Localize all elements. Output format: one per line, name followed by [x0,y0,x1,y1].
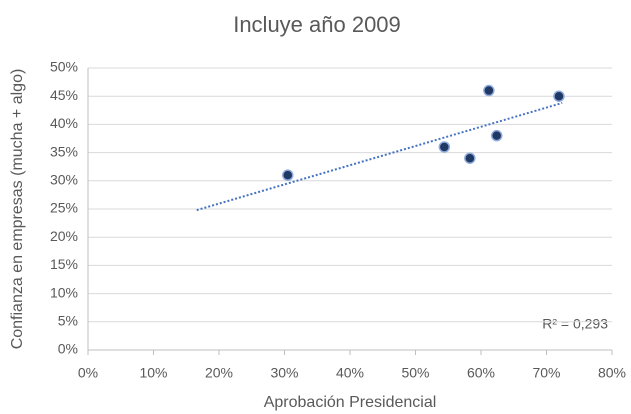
x-tick-label: 50% [401,365,429,381]
scatter-point [438,141,451,153]
y-tick-label: 35% [50,143,78,159]
x-tick-label: 30% [270,365,298,381]
scatter-point [490,129,503,142]
x-tick-label: 60% [467,365,495,381]
x-tick-label: 20% [205,365,233,381]
scatter-point [464,152,476,164]
y-tick-label: 10% [50,284,78,300]
x-tick-label: 10% [139,365,167,381]
x-tick-label: 80% [598,365,626,381]
x-axis-label: Aprobación Presidencial [264,394,437,411]
annotation: R² = 0,293 [542,316,608,332]
y-tick-label: 15% [50,256,78,272]
scatter-point [553,90,565,102]
x-tick-label: 0% [78,365,98,381]
y-tick-label: 0% [58,341,78,357]
y-tick-label: 30% [50,172,78,188]
scatter-point [282,169,294,181]
y-tick-label: 45% [50,87,78,103]
y-tick-label: 40% [50,115,78,131]
x-tick-label: 40% [336,365,364,381]
trendline [196,102,563,212]
x-tick-label: 70% [532,365,560,381]
scatter-point [483,84,495,97]
chart-title: Incluye año 2009 [233,12,401,37]
y-axis-label: Confianza en empresas (mucha + algo) [9,69,26,350]
y-tick-label: 25% [50,200,78,216]
y-tick-label: 50% [50,59,78,75]
y-tick-label: 5% [58,313,78,329]
y-tick-label: 20% [50,228,78,244]
